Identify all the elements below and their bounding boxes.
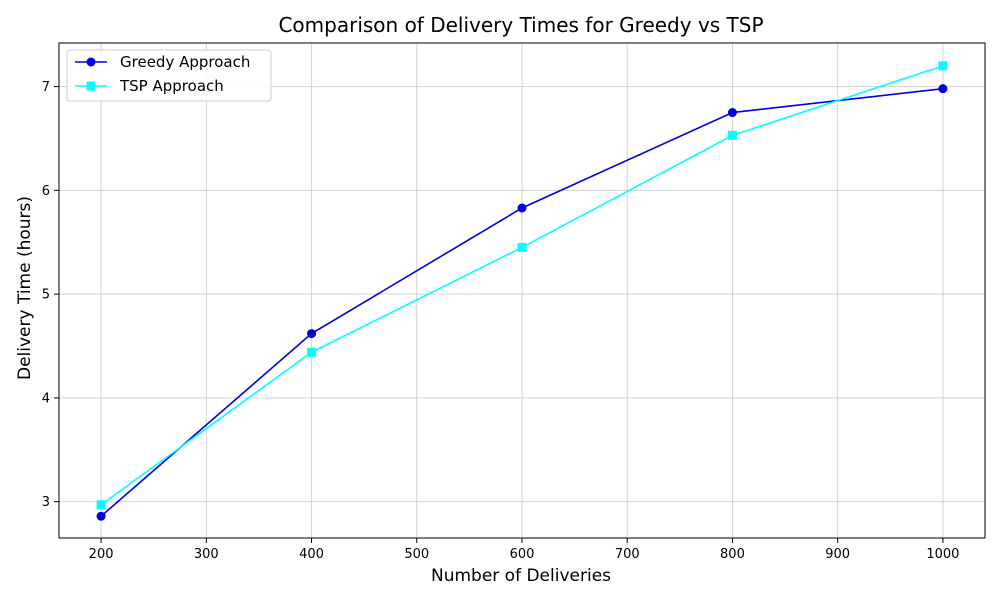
- legend-item: Greedy Approach: [75, 53, 250, 71]
- data-point: [96, 500, 106, 510]
- legend-item: TSP Approach: [75, 77, 224, 95]
- legend: Greedy Approach TSP Approach: [66, 49, 272, 102]
- y-tick-label: 6: [42, 184, 50, 199]
- x-tick-label: 700: [615, 547, 640, 562]
- x-tick-label: 600: [510, 547, 535, 562]
- x-tick-label: 1000: [926, 547, 959, 562]
- x-tick-label: 800: [720, 547, 745, 562]
- axis-ticks: 200 300 400 500 600 700 800 900 1000 3 4 5 6 7: [42, 80, 960, 562]
- data-point: [938, 61, 948, 71]
- data-point: [307, 329, 317, 339]
- y-tick-label: 7: [42, 80, 50, 95]
- data-point: [727, 130, 737, 140]
- x-tick-label: 300: [194, 547, 219, 562]
- series-1: [96, 84, 948, 521]
- x-tick-label: 400: [299, 547, 324, 562]
- x-tick-label: 200: [89, 547, 114, 562]
- chart-title: Comparison of Delivery Times for Greedy …: [278, 13, 763, 37]
- legend-label: TSP Approach: [119, 77, 224, 95]
- series-2: [96, 61, 948, 510]
- y-axis-label: Delivery Time (hours): [15, 196, 35, 380]
- x-axis-label: Number of Deliveries: [431, 566, 611, 586]
- x-tick-label: 500: [404, 547, 429, 562]
- data-point: [938, 84, 948, 94]
- y-tick-label: 5: [42, 288, 50, 303]
- series-layer: [96, 61, 948, 521]
- legend-box: [66, 49, 272, 102]
- data-point: [517, 203, 527, 213]
- data-point: [96, 511, 106, 521]
- x-tick-label: 900: [825, 547, 850, 562]
- legend-marker: [86, 57, 96, 67]
- legend-label: Greedy Approach: [120, 53, 250, 71]
- y-tick-label: 4: [42, 391, 50, 406]
- data-point: [517, 242, 527, 252]
- y-tick-label: 3: [42, 495, 50, 510]
- data-point: [727, 108, 737, 118]
- grid: [59, 43, 985, 538]
- data-point: [307, 347, 317, 357]
- legend-marker: [86, 81, 96, 91]
